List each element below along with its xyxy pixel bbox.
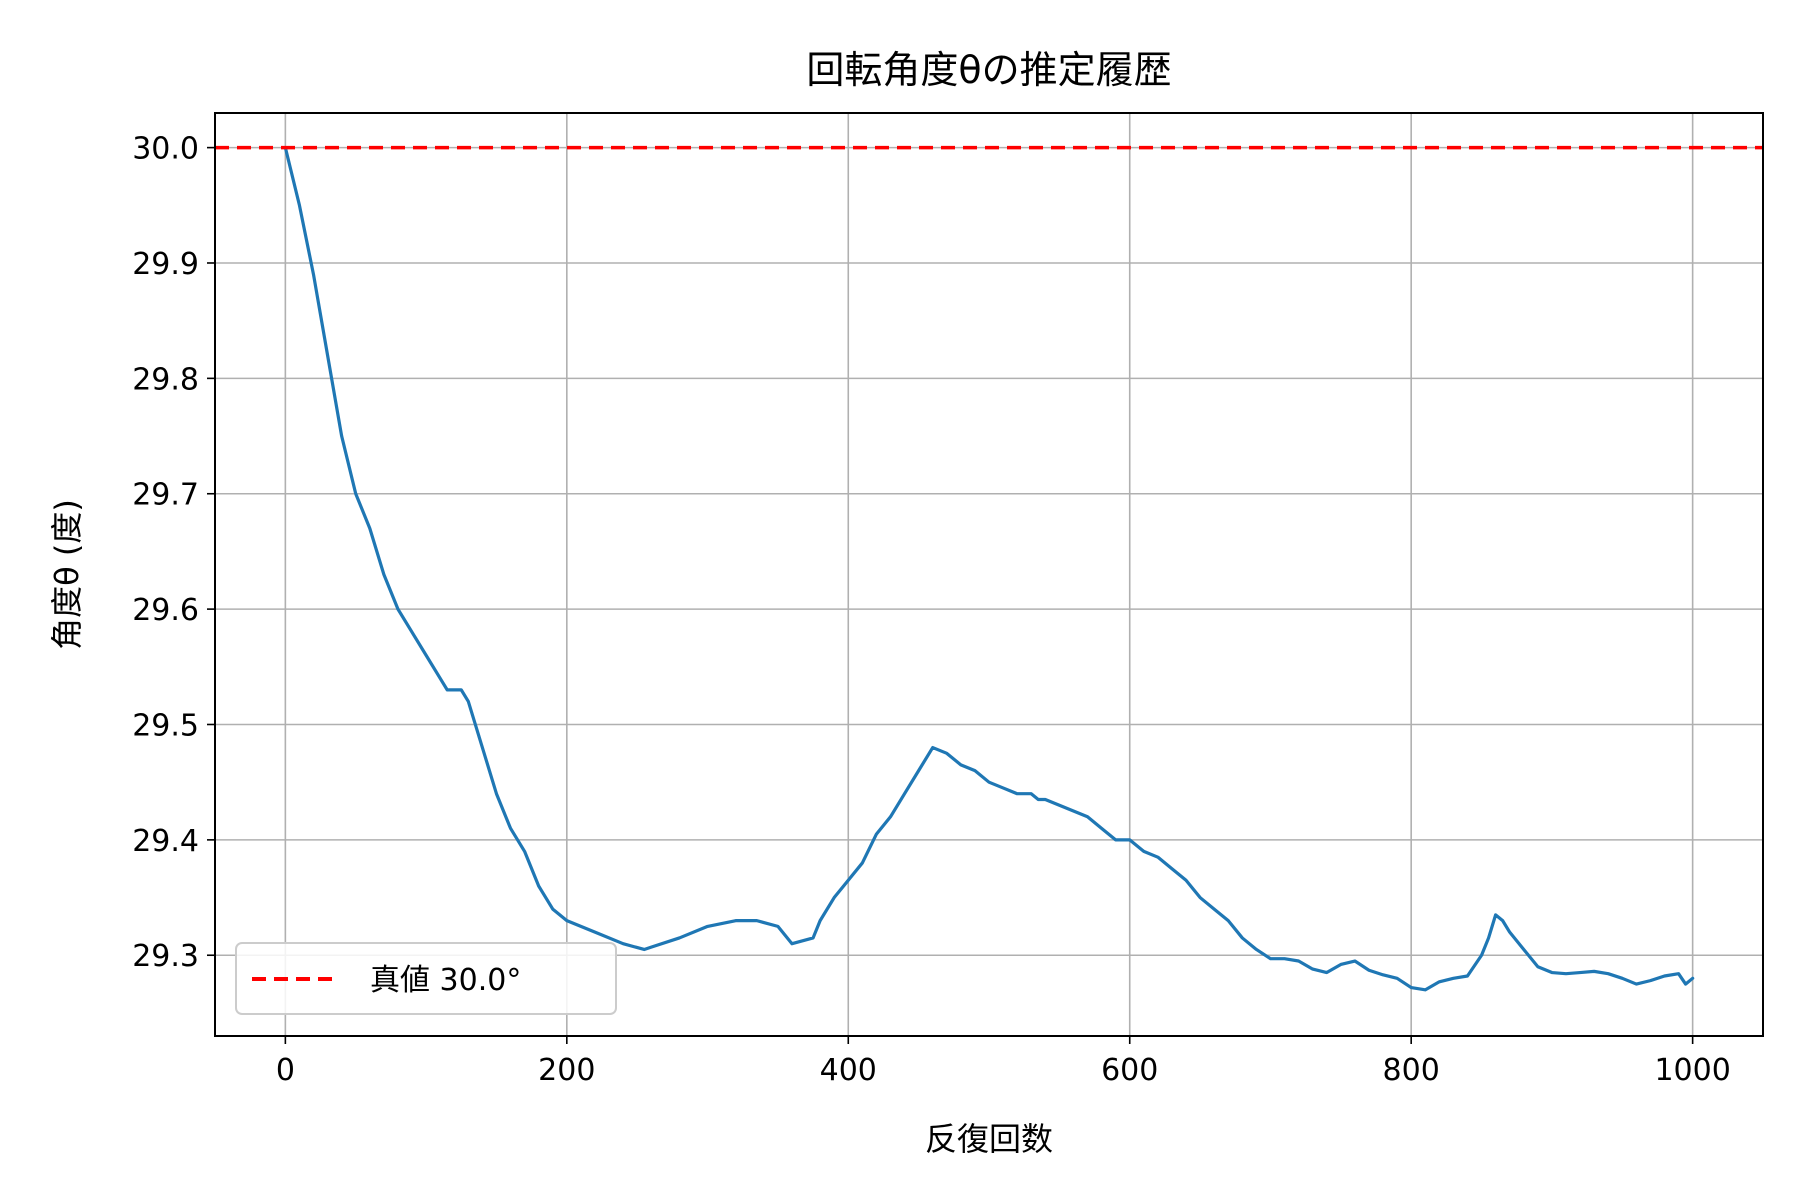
y-tick-label: 29.8 (132, 362, 199, 397)
legend-label-true-value: 真値 30.0° (370, 963, 521, 998)
legend-box (235, 942, 617, 1015)
y-axis-label: 角度θ (度) (48, 499, 86, 650)
x-tick-label: 0 (276, 1053, 295, 1088)
axis-ticks: 0 200 400 600 800 1000 29.3 29.4 29.5 29.6 29.7 29.… (132, 132, 1731, 1088)
y-tick-label: 29.9 (132, 247, 199, 282)
y-tick-label: 29.7 (132, 478, 199, 513)
y-tick-label: 29.4 (132, 824, 199, 859)
legend: 真値 30.0° (235, 942, 617, 1015)
x-tick-label: 600 (1101, 1053, 1158, 1088)
x-tick-label: 400 (820, 1053, 877, 1088)
x-tick-label: 200 (538, 1053, 595, 1088)
y-tick-label: 30.0 (132, 132, 199, 167)
axes-frame (214, 112, 1764, 1037)
y-tick-label: 29.3 (132, 939, 199, 974)
y-tick-label: 29.6 (132, 593, 199, 628)
plot-series (215, 145, 1763, 992)
x-tick-label: 800 (1383, 1053, 1440, 1088)
y-tick-label: 29.5 (132, 708, 199, 743)
chart-title: 回転角度θの推定履歴 (806, 48, 1171, 92)
x-tick-label: 1000 (1654, 1053, 1730, 1088)
estimate-series-line (283, 146, 1695, 992)
x-axis-label: 反復回数 (925, 1120, 1053, 1158)
